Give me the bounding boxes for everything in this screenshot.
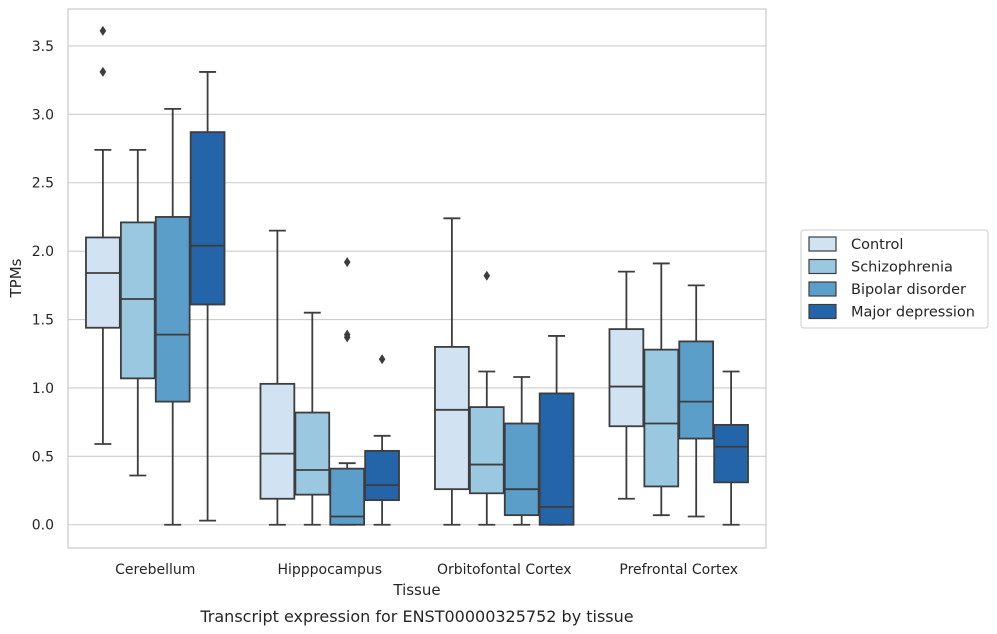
box-iqr	[503, 422, 540, 517]
y-tick-label: 1.0	[32, 381, 54, 397]
legend-items: Control Schizophrenia Bipolar disorder Majo…	[808, 236, 975, 321]
box-iqr	[189, 131, 226, 306]
legend-swatch	[808, 258, 837, 275]
legend-swatch	[808, 303, 837, 320]
box-3-0	[189, 71, 226, 522]
y-tick-label: 2.0	[32, 244, 54, 260]
y-tick-label: 3.0	[32, 107, 54, 123]
legend-label: Major depression	[851, 305, 975, 321]
box-1-1	[294, 311, 331, 526]
box-iqr	[329, 467, 366, 526]
y-tick-label: 3.5	[32, 39, 54, 55]
box-0-3	[608, 270, 645, 500]
y-tick-label: 2.5	[32, 176, 54, 192]
legend-swatch	[808, 236, 837, 252]
box-2-1	[329, 257, 366, 526]
y-tick-label: 0.0	[32, 518, 54, 534]
box-iqr	[643, 348, 680, 488]
y-axis-label: TPMs	[7, 258, 25, 298]
y-tick-label: 0.5	[32, 449, 54, 465]
box-2-0	[154, 107, 191, 526]
box-iqr	[538, 392, 575, 526]
box-2-3	[678, 284, 715, 518]
legend: Control Schizophrenia Bipolar disorder Majo…	[800, 229, 989, 329]
x-tick-label: Cerebellum	[115, 562, 195, 578]
outlier-point	[343, 257, 351, 268]
box-1-3	[643, 262, 680, 517]
plot-frame	[67, 8, 767, 549]
outlier-point	[378, 354, 386, 365]
box-1-2	[468, 270, 505, 526]
box-iqr	[713, 423, 749, 484]
box-iqr	[85, 236, 121, 329]
box-iqr	[678, 340, 715, 440]
outlier-point	[343, 332, 351, 343]
chart-caption: Transcript expression for ENST0000032575…	[199, 607, 633, 626]
box-iqr	[434, 346, 470, 491]
box-1-0	[119, 149, 156, 477]
y-tick-labels: 0.0 0.5 1.0 1.5 2.0 2.5 3.0 3.5	[32, 39, 54, 534]
x-tick-labels: Cerebellum Hipppocampus Orbitofontal Corte…	[115, 562, 738, 578]
box-3-3	[713, 370, 749, 526]
legend-label: Schizophrenia	[851, 260, 953, 276]
box-plot-marks	[85, 25, 749, 526]
outlier-point	[99, 66, 107, 77]
box-iqr	[364, 449, 400, 502]
outlier-point	[99, 25, 107, 36]
box-iqr	[608, 328, 645, 428]
box-3-1	[364, 354, 400, 526]
x-axis-label: Tissue	[392, 581, 440, 599]
legend-frame	[800, 229, 989, 329]
box-0-0	[85, 25, 121, 445]
box-2-2	[503, 376, 540, 526]
box-3-2	[538, 335, 575, 526]
outlier-point	[483, 270, 491, 281]
x-tick-label: Orbitofontal Cortex	[437, 562, 572, 578]
box-iqr	[468, 406, 505, 495]
legend-swatch	[808, 281, 837, 297]
box-0-1	[259, 229, 296, 526]
box-iqr	[154, 216, 191, 403]
box-iqr	[259, 382, 296, 500]
x-tick-label: Hipppocampus	[277, 562, 382, 578]
x-tick-label: Prefrontal Cortex	[619, 562, 738, 578]
legend-label: Control	[851, 237, 903, 253]
box-iqr	[119, 221, 156, 380]
y-tick-label: 1.5	[32, 313, 54, 329]
legend-label: Bipolar disorder	[851, 282, 966, 298]
box-iqr	[294, 411, 331, 496]
box-0-2	[434, 217, 470, 526]
